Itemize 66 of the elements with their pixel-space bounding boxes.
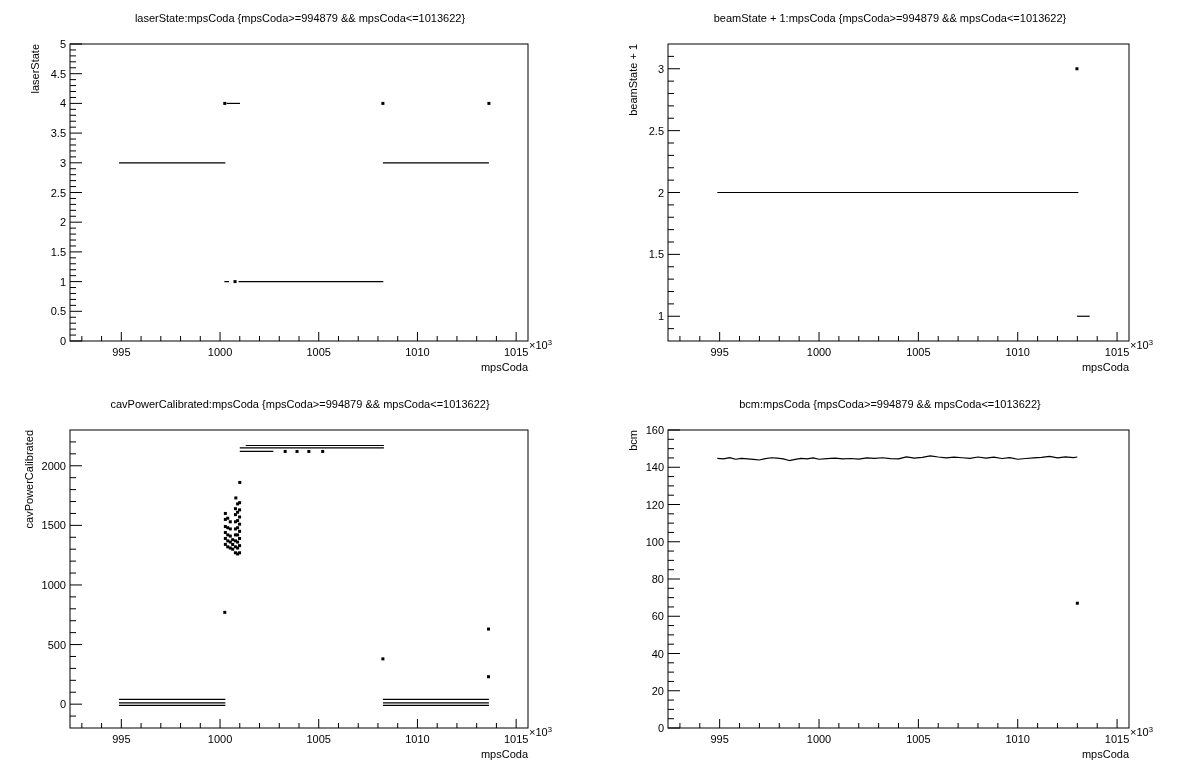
text: ×10$^{3}$	[1130, 724, 1153, 738]
x-axis-title: mpsCoda	[1081, 361, 1130, 373]
y-tick-label: 3	[657, 62, 664, 75]
y-tick-label: 0	[657, 722, 664, 734]
y-tick-label: 1000	[41, 578, 66, 591]
y-tick-label: 2	[59, 216, 66, 229]
x-tick-label: 1015	[503, 346, 529, 358]
y-tick-label: 140	[645, 461, 664, 474]
x-tick-label: 1015	[1104, 733, 1130, 745]
y-tick-label: 160	[645, 424, 664, 436]
x-tick-label: 1005	[906, 346, 931, 358]
y-axis-title: beamState + 1	[627, 44, 640, 116]
y-tick-label: 2	[657, 186, 664, 199]
x-tick-label: 1010	[405, 733, 430, 745]
chart-title: beamState + 1:mpsCoda {mpsCoda>=994879 && mpsCoda<=1013622}	[713, 12, 1067, 24]
x-axis-title: mpsCoda	[480, 361, 529, 373]
chart-title: cavPowerCalibrated:mpsCoda {mpsCoda>=994879 && mpsCoda<=1013622}	[110, 398, 490, 410]
chart-title: bcm:mpsCoda {mpsCoda>=994879 && mpsCoda<=1013622}	[739, 398, 1042, 410]
y-tick-label: 100	[645, 535, 664, 548]
y-tick-label: 20	[651, 684, 664, 697]
y-tick-label: 80	[651, 573, 664, 585]
y-tick-label: 0	[59, 698, 66, 711]
text: ×10$^{3}$	[1130, 337, 1153, 351]
x-tick-label: 1000	[207, 346, 233, 358]
y-tick-label: 3	[59, 156, 66, 169]
y-tick-label: 1500	[41, 519, 66, 532]
y-tick-label: 0.5	[50, 305, 66, 318]
y-tick-label: 4.5	[50, 67, 66, 80]
y-tick-label: 1	[657, 310, 664, 323]
x-tick-label: 1005	[906, 733, 931, 745]
x-tick-label: 995	[710, 346, 729, 358]
y-tick-label: 1.5	[50, 245, 66, 258]
text: ×10$^{3}$	[529, 724, 552, 738]
y-tick-label: 2000	[41, 459, 66, 472]
x-tick-label: 1000	[207, 733, 233, 745]
x-tick-label: 1015	[1104, 346, 1130, 358]
text: ×10$^{3}$	[529, 337, 552, 351]
y-tick-label: 1.5	[648, 248, 664, 261]
x-tick-label: 1010	[1005, 346, 1030, 358]
x-tick-label: 1010	[1005, 733, 1030, 745]
x-tick-label: 1000	[806, 733, 832, 745]
y-tick-label: 60	[651, 610, 664, 623]
y-axis-title: laserState	[29, 44, 42, 94]
y-tick-label: 2.5	[50, 186, 66, 199]
y-tick-label: 5	[59, 38, 66, 50]
chart-title: laserState:mpsCoda {mpsCoda>=994879 && mpsCoda<=1013622}	[134, 12, 466, 24]
x-tick-label: 995	[112, 346, 131, 358]
y-axis-title: bcm	[627, 430, 640, 451]
y-tick-label: 4	[59, 97, 66, 110]
y-tick-label: 120	[645, 498, 664, 511]
y-tick-label: 500	[47, 638, 66, 651]
y-tick-label: 3.5	[50, 127, 66, 140]
x-axis-title: mpsCoda	[480, 748, 529, 760]
x-tick-label: 1005	[306, 346, 331, 358]
x-axis-title: mpsCoda	[1081, 748, 1130, 760]
y-tick-label: 2.5	[648, 124, 664, 137]
y-tick-label: 0	[59, 335, 66, 347]
x-tick-label: 1010	[405, 346, 430, 358]
x-tick-label: 1000	[806, 346, 832, 358]
y-axis-title: cavPowerCalibrated	[22, 430, 35, 529]
y-tick-label: 40	[651, 647, 664, 660]
y-tick-label: 1	[59, 275, 66, 288]
x-tick-label: 1015	[503, 733, 529, 745]
x-tick-label: 995	[112, 733, 131, 745]
x-tick-label: 995	[710, 733, 729, 745]
x-tick-label: 1005	[306, 733, 331, 745]
